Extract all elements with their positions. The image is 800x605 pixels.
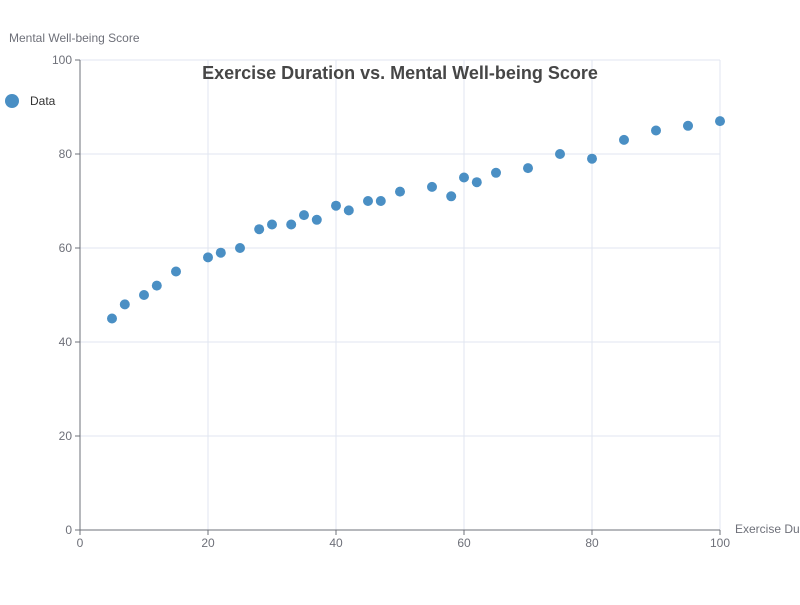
y-tick-label: 100 — [52, 53, 72, 67]
x-tick-label: 40 — [329, 536, 343, 550]
scatter-point[interactable] — [254, 224, 265, 235]
scatter-point[interactable] — [203, 252, 213, 263]
scatter-point[interactable] — [683, 120, 693, 131]
data-points — [107, 116, 725, 324]
x-tick-label: 100 — [710, 536, 730, 550]
x-tick-label: 60 — [457, 536, 471, 550]
scatter-point[interactable] — [651, 125, 661, 136]
scatter-point[interactable] — [555, 149, 565, 159]
axes: 0 20 40 60 80 100 0 20 40 60 80 100 — [52, 53, 730, 550]
x-tick-label: 20 — [201, 536, 215, 550]
scatter-point[interactable] — [107, 313, 117, 324]
scatter-point[interactable] — [491, 167, 501, 178]
scatter-point[interactable] — [171, 266, 181, 277]
chart-title: Exercise Duration vs. Mental Well-being … — [202, 63, 598, 83]
scatter-point[interactable] — [446, 191, 457, 202]
scatter-point[interactable] — [471, 177, 482, 188]
scatter-point[interactable] — [587, 153, 597, 164]
legend[interactable]: Data — [5, 94, 56, 108]
x-axis-label: Exercise Duration — [735, 522, 800, 536]
scatter-point[interactable] — [151, 280, 162, 291]
scatter-point[interactable] — [395, 186, 405, 197]
scatter-point[interactable] — [235, 243, 245, 253]
legend-marker-icon — [5, 94, 19, 108]
scatter-point[interactable] — [459, 172, 469, 183]
scatter-point[interactable] — [286, 219, 297, 230]
scatter-point[interactable] — [343, 205, 354, 216]
grid-lines — [80, 59, 721, 530]
x-tick-label: 80 — [585, 536, 599, 550]
scatter-point[interactable] — [363, 196, 373, 206]
scatter-point[interactable] — [139, 290, 149, 300]
y-tick-label: 40 — [59, 335, 73, 349]
x-tick-label: 0 — [77, 536, 84, 550]
scatter-point[interactable] — [523, 163, 533, 174]
y-tick-label: 0 — [65, 523, 72, 537]
scatter-point[interactable] — [331, 200, 341, 211]
scatter-point[interactable] — [119, 299, 130, 310]
y-tick-label: 80 — [59, 147, 73, 161]
scatter-point[interactable] — [619, 134, 629, 145]
scatter-point[interactable] — [311, 214, 322, 225]
scatter-point[interactable] — [215, 247, 226, 258]
scatter-point[interactable] — [427, 181, 437, 192]
legend-label: Data — [30, 94, 56, 108]
scatter-point[interactable] — [375, 196, 386, 206]
y-tick-label: 20 — [59, 429, 73, 443]
scatter-point[interactable] — [715, 116, 725, 127]
scatter-point[interactable] — [267, 219, 277, 230]
y-axis-label: Mental Well-being Score — [9, 31, 140, 45]
y-tick-label: 60 — [59, 241, 73, 255]
scatter-point[interactable] — [299, 210, 309, 221]
